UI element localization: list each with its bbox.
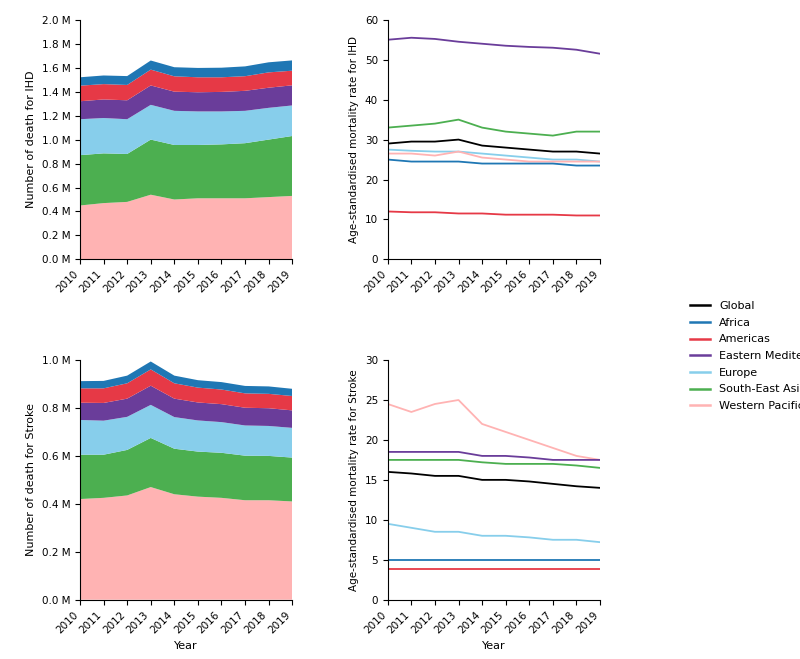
Y-axis label: Age-standardised mortality rate for IHD: Age-standardised mortality rate for IHD <box>350 36 359 243</box>
Y-axis label: Number of death for Stroke: Number of death for Stroke <box>26 403 36 556</box>
X-axis label: Year: Year <box>174 641 198 650</box>
Y-axis label: Number of death for IHD: Number of death for IHD <box>26 71 36 208</box>
Legend: Global, Africa, Americas, Eastern Mediterranean, Europe, South-East Asia, Wester: Global, Africa, Americas, Eastern Medite… <box>686 297 800 416</box>
Y-axis label: Age-standardised mortality rate for Stroke: Age-standardised mortality rate for Stro… <box>350 369 359 590</box>
X-axis label: Year: Year <box>482 641 506 650</box>
